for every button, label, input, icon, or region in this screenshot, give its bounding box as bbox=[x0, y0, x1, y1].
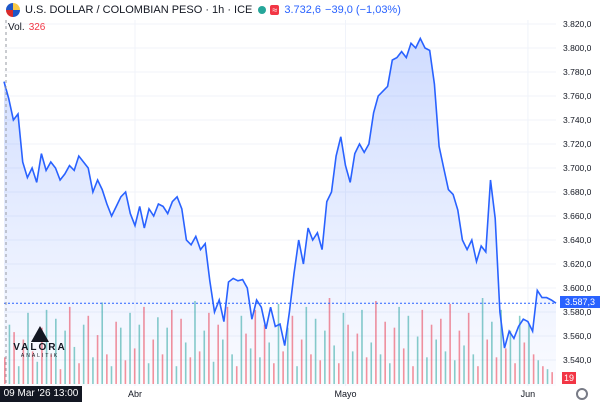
chart-header: U.S. DOLLAR / COLOMBIAN PESO · 1h · ICE … bbox=[0, 0, 401, 20]
volume-legend: Vol. 326 bbox=[8, 22, 45, 33]
y-tick-label: 3.620,0 bbox=[563, 259, 592, 269]
symbol-title[interactable]: U.S. DOLLAR / COLOMBIAN PESO · 1h · ICE bbox=[25, 4, 253, 16]
valora-logo: VALORA ANALITIK bbox=[10, 326, 70, 359]
currency-flag-icon bbox=[6, 3, 20, 17]
price-line bbox=[3, 36, 557, 349]
x-tick-label: Abr bbox=[128, 389, 142, 399]
crosshair-date-label: 09 Mar '26 13:00 bbox=[0, 386, 82, 402]
settings-gear-icon[interactable] bbox=[576, 388, 588, 400]
y-tick-label: 3.600,0 bbox=[563, 283, 592, 293]
logo-mark-icon bbox=[31, 326, 49, 342]
y-axis: 3.820,0 3.800,0 3.780,0 3.760,0 3.740,0 3.720… bbox=[563, 19, 592, 365]
wave-icon: ≈ bbox=[270, 5, 280, 15]
market-status-icon bbox=[258, 6, 267, 14]
y-tick-label: 3.800,0 bbox=[563, 43, 592, 53]
last-price: 3.732,6 bbox=[284, 4, 322, 16]
y-tick-label: 3.700,0 bbox=[563, 163, 592, 173]
y-tick-label: 3.640,0 bbox=[563, 235, 592, 245]
last-price-tag: 3.587,3 bbox=[560, 296, 600, 308]
y-tick-label: 3.540,0 bbox=[563, 355, 592, 365]
y-tick-label: 3.820,0 bbox=[563, 19, 592, 29]
y-tick-label: 3.720,0 bbox=[563, 139, 592, 149]
y-tick-label: 3.580,0 bbox=[563, 307, 592, 317]
x-axis: Abr Mayo Jun bbox=[128, 389, 535, 399]
volume-tag: 19 bbox=[562, 372, 576, 384]
y-tick-label: 3.780,0 bbox=[563, 67, 592, 77]
y-tick-label: 3.760,0 bbox=[563, 91, 592, 101]
y-tick-label: 3.740,0 bbox=[563, 115, 592, 125]
price-change: −39,0 (−1,03%) bbox=[325, 4, 401, 16]
volume-label: Vol. bbox=[8, 22, 25, 33]
y-tick-label: 3.660,0 bbox=[563, 211, 592, 221]
logo-subtitle: ANALITIK bbox=[20, 353, 60, 359]
logo-name: VALORA bbox=[13, 342, 67, 353]
x-tick-label: Mayo bbox=[334, 389, 356, 399]
volume-value: 326 bbox=[28, 22, 46, 33]
price-area bbox=[4, 38, 556, 387]
y-tick-label: 3.680,0 bbox=[563, 187, 592, 197]
x-tick-label: Jun bbox=[521, 389, 536, 399]
y-tick-label: 3.560,0 bbox=[563, 331, 592, 341]
